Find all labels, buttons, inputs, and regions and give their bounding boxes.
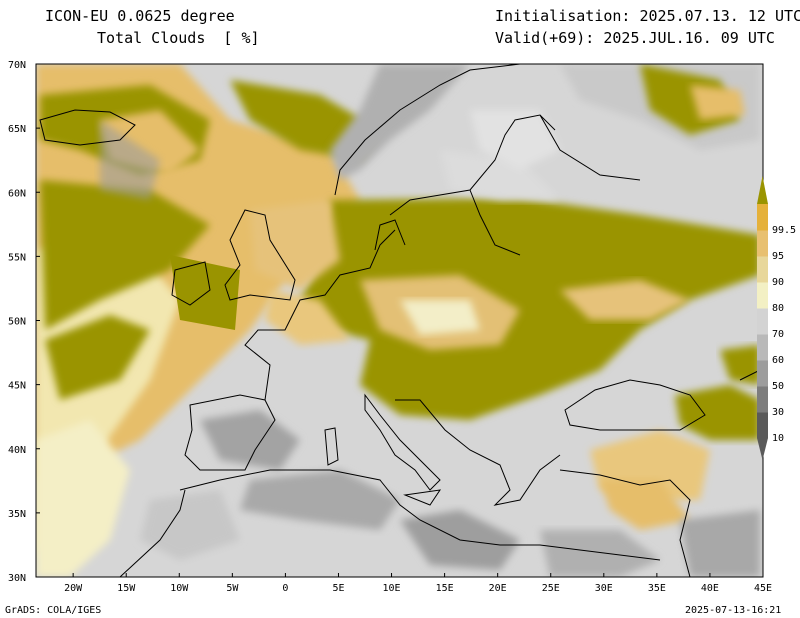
colorbar-segment [757, 308, 768, 335]
lat-tick-label: 60N [8, 188, 26, 199]
colorbar-segment [757, 334, 768, 361]
lon-tick-label: 5W [226, 583, 239, 594]
lon-tick-label: 15W [117, 583, 136, 594]
longitude-axis: 20W 15W 10W 5W 0 5E 10E 15E 20E 25E 30E 35E 40E 45E [64, 573, 772, 594]
latitude-axis: 70N 65N 60N 55N 50N 45N 40N 35N 30N [8, 60, 40, 584]
lat-tick-label: 70N [8, 60, 26, 71]
colorbar-segment [757, 360, 768, 387]
colorbar-segment [757, 204, 768, 231]
lat-tick-label: 65N [8, 124, 26, 135]
lat-tick-label: 30N [8, 573, 26, 584]
lon-tick-label: 5E [332, 583, 344, 594]
colorbar-label: 30 [772, 407, 784, 418]
lat-tick-label: 50N [8, 317, 26, 328]
coastlines [39, 64, 763, 577]
lon-tick-label: 20E [489, 583, 507, 594]
colorbar-segment [757, 256, 768, 283]
colorbar-label: 10 [772, 433, 784, 444]
colorbar-label: 80 [772, 303, 784, 314]
colorbar-low-extend [757, 438, 768, 460]
lat-tick-label: 55N [8, 252, 26, 263]
colorbar-segment [757, 386, 768, 413]
lat-tick-label: 35N [8, 509, 26, 520]
lon-tick-label: 10W [170, 583, 189, 594]
colorbar-segment [757, 282, 768, 309]
lat-tick-label: 40N [8, 445, 26, 456]
colorbar-label: 60 [772, 355, 784, 366]
initialisation-time: Initialisation: 2025.07.13. 12 UTC [495, 7, 800, 25]
lat-tick-label: 45N [8, 381, 26, 392]
lon-tick-label: 10E [383, 583, 401, 594]
lon-tick-label: 25E [542, 583, 560, 594]
colorbar: 10 30 50 60 70 80 90 95 99.5 [757, 176, 796, 460]
lon-tick-label: 45E [754, 583, 772, 594]
colorbar-segment [757, 412, 768, 439]
colorbar-label: 50 [772, 381, 784, 392]
colorbar-label: 99.5 [772, 225, 796, 236]
cloud-field [36, 64, 763, 577]
colorbar-label: 95 [772, 251, 784, 262]
lon-tick-label: 15E [436, 583, 454, 594]
lon-tick-label: 35E [648, 583, 666, 594]
lon-tick-label: 20W [64, 583, 83, 594]
lon-tick-label: 30E [595, 583, 613, 594]
footer-right: 2025-07-13-16:21 [685, 605, 781, 616]
colorbar-segment [757, 230, 768, 257]
lon-tick-label: 40E [701, 583, 719, 594]
variable-title: Total Clouds [ %] [97, 29, 260, 47]
colorbar-label: 90 [772, 277, 784, 288]
model-title: ICON-EU 0.0625 degree [45, 7, 235, 25]
footer-left: GrADS: COLA/IGES [5, 605, 101, 616]
colorbar-label: 70 [772, 329, 784, 340]
colorbar-high-extend [757, 176, 768, 204]
valid-time: Valid(+69): 2025.JUL.16. 09 UTC [495, 29, 775, 47]
lon-tick-label: 0 [282, 583, 288, 594]
